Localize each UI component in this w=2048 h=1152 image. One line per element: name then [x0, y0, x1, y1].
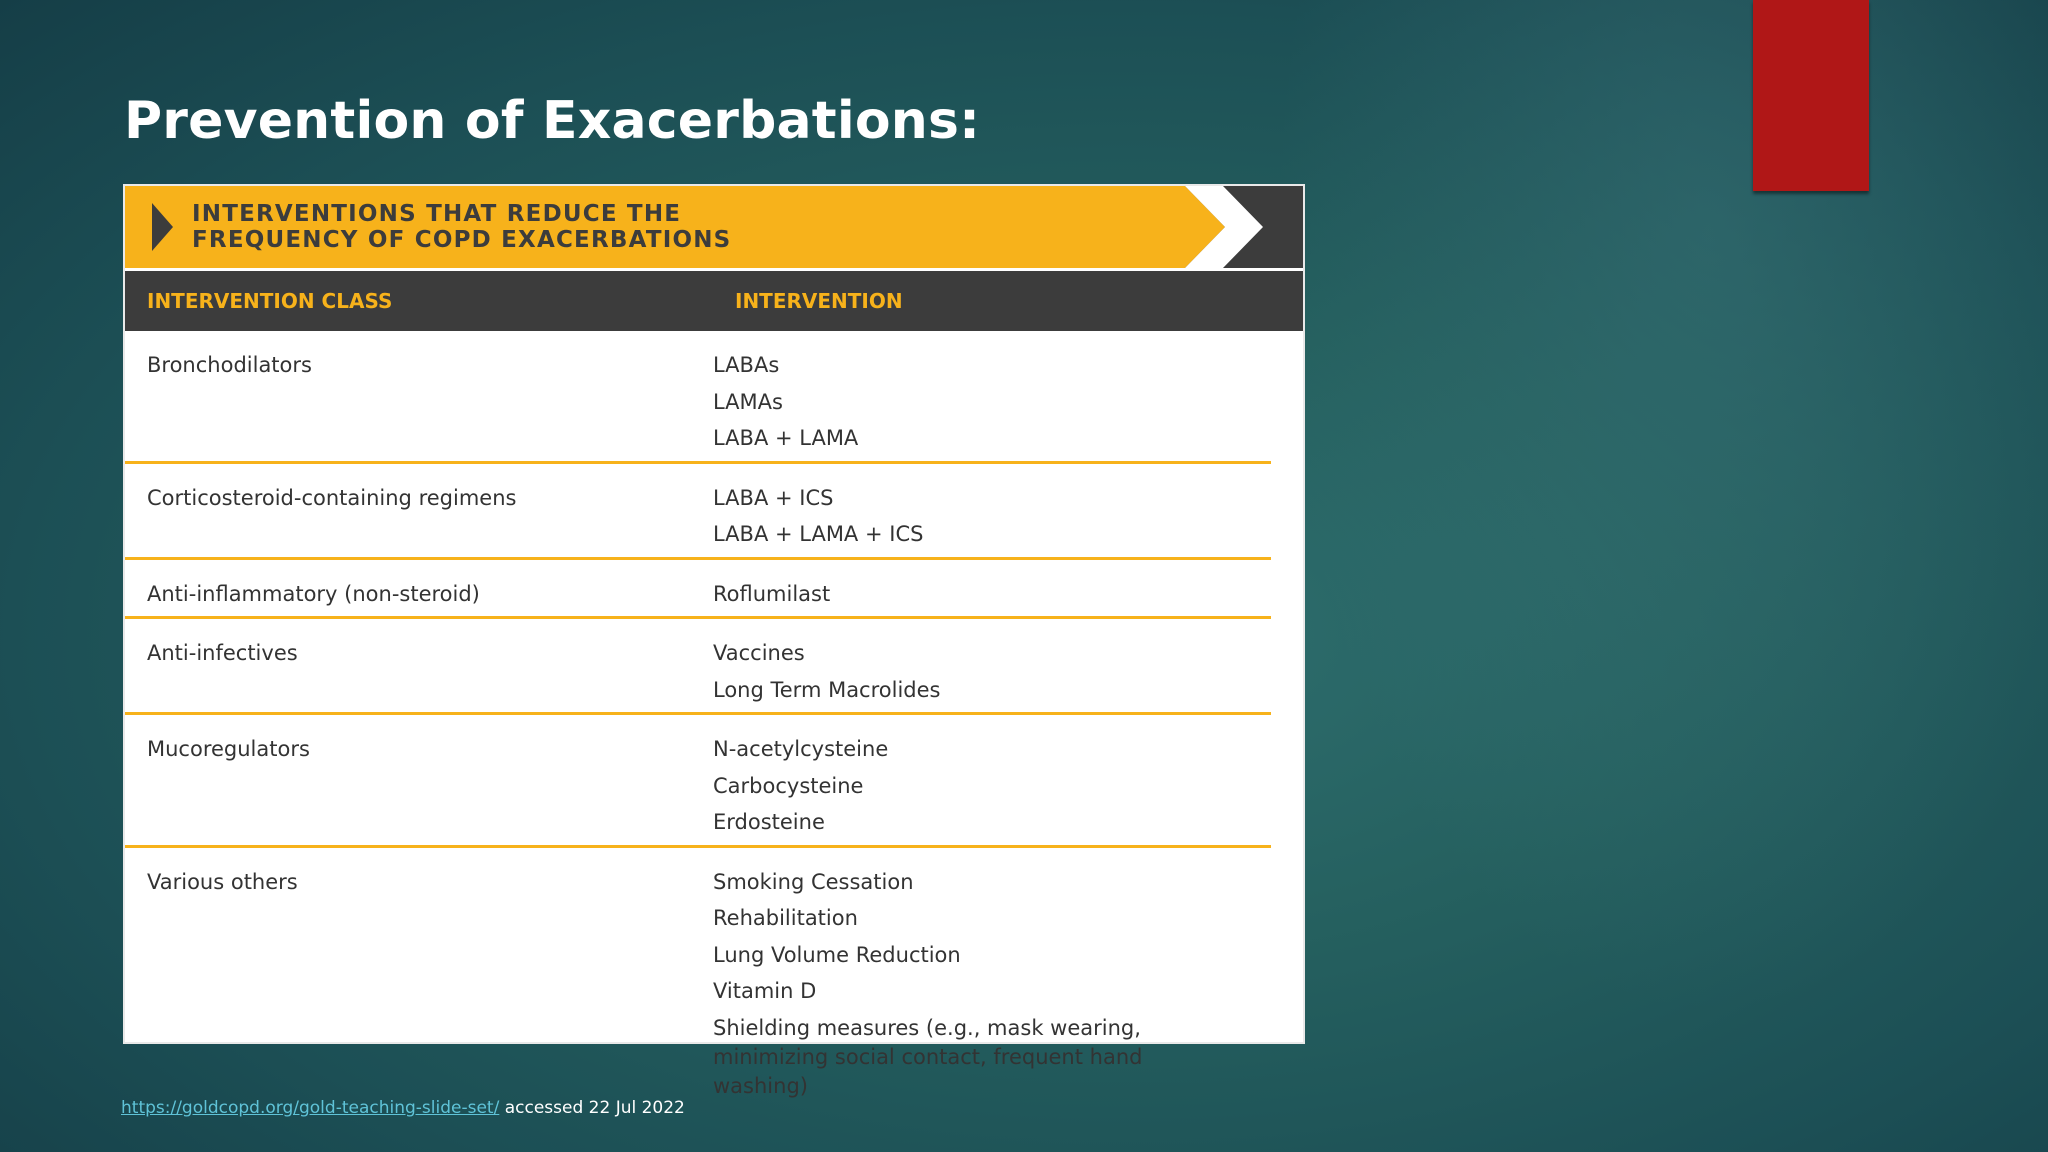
intervention-item: Carbocysteine [713, 773, 864, 798]
table-banner: INTERVENTIONS THAT REDUCE THE FREQUENCY … [125, 186, 1303, 268]
table-header-row: INTERVENTION CLASS INTERVENTION [125, 271, 1303, 331]
intervention-cell: LABA + ICS LABA + LAMA + ICS [713, 464, 1271, 557]
header-intervention: INTERVENTION [735, 289, 903, 313]
intervention-item: Lung Volume Reduction [713, 942, 961, 967]
interventions-table: INTERVENTIONS THAT REDUCE THE FREQUENCY … [125, 186, 1303, 1098]
intervention-item: Vaccines [713, 641, 805, 665]
intervention-item: Smoking Cessation [713, 869, 914, 894]
source-link[interactable]: https://goldcopd.org/gold-teaching-slide… [121, 1098, 500, 1118]
intervention-cell: LABAs LAMAs LABA + LAMA [713, 331, 1271, 461]
intervention-item: Shielding measures (e.g., mask wearing, … [713, 1015, 1143, 1098]
banner-title-line1: INTERVENTIONS THAT REDUCE THE [192, 201, 682, 227]
access-date: accessed 22 Jul 2022 [499, 1098, 685, 1118]
play-triangle-icon [152, 203, 173, 251]
intervention-item: LABA + ICS [713, 485, 834, 510]
intervention-class-cell: Mucoregulators [147, 737, 310, 761]
header-intervention-class: INTERVENTION CLASS [147, 289, 393, 313]
intervention-item: Rehabilitation [713, 906, 858, 930]
intervention-item: LABAs [713, 353, 780, 377]
intervention-class-cell: Anti-infectives [147, 641, 298, 665]
intervention-item: LABA + LAMA [713, 426, 859, 450]
intervention-class-cell: Corticosteroid-containing regimens [147, 485, 517, 510]
intervention-item: Vitamin D [713, 979, 817, 1003]
intervention-cell: N-acetylcysteine Carbocysteine Erdostein… [713, 715, 1271, 845]
banner-fill [125, 186, 1225, 268]
intervention-cell: Roflumilast [713, 560, 1271, 617]
background-glow [1200, 0, 2048, 1152]
intervention-class-cell: Various others [147, 869, 298, 894]
intervention-item: Roflumilast [713, 581, 831, 606]
banner-title: INTERVENTIONS THAT REDUCE THE FREQUENCY … [192, 201, 731, 253]
table-row: Mucoregulators N-acetylcysteine Carbocys… [125, 715, 1271, 848]
table-row: Anti-infectives Vaccines Long Term Macro… [125, 619, 1271, 715]
table-row: Corticosteroid-containing regimens LABA … [125, 464, 1271, 560]
intervention-item: LABA + LAMA + ICS [713, 522, 924, 546]
intervention-item: Erdosteine [713, 810, 825, 834]
table-row: Bronchodilators LABAs LAMAs LABA + LAMA [125, 331, 1271, 464]
table-row: Various others Smoking Cessation Rehabil… [125, 848, 1271, 1105]
source-citation: https://goldcopd.org/gold-teaching-slide… [121, 1097, 685, 1119]
intervention-cell: Vaccines Long Term Macrolides [713, 619, 1271, 712]
red-accent-bar [1753, 0, 1869, 191]
intervention-class-cell: Anti-inflammatory (non-steroid) [147, 581, 480, 606]
intervention-item: Long Term Macrolides [713, 677, 941, 702]
intervention-cell: Smoking Cessation Rehabilitation Lung Vo… [713, 848, 1271, 1105]
banner-title-line2: FREQUENCY OF COPD EXACERBATIONS [192, 227, 732, 253]
table-body: Bronchodilators LABAs LAMAs LABA + LAMA … [125, 331, 1303, 1105]
intervention-class-cell: Bronchodilators [147, 353, 312, 377]
table-row: Anti-inflammatory (non-steroid) Roflumil… [125, 560, 1271, 619]
slide-title: Prevention of Exacerbations: [124, 91, 981, 151]
intervention-item: N-acetylcysteine [713, 737, 889, 761]
intervention-item: LAMAs [713, 389, 783, 414]
